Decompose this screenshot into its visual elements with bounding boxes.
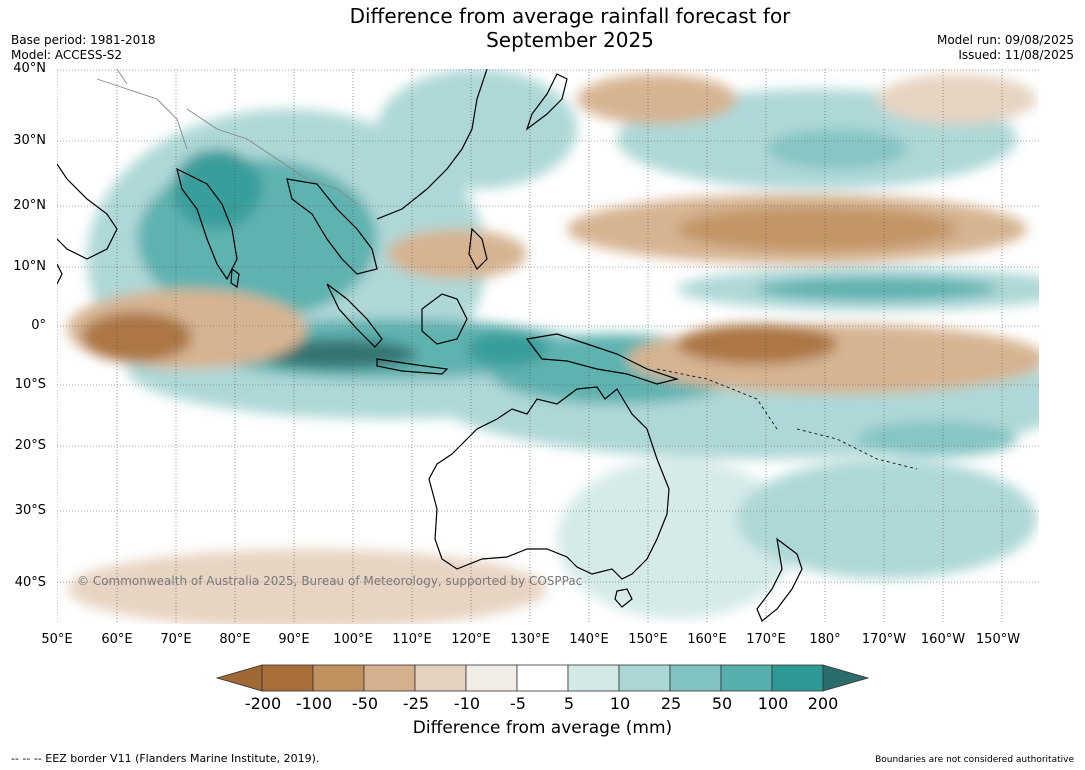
colorbar-title: Difference from average (mm)	[412, 718, 673, 738]
colorbar-segment	[669, 664, 722, 692]
colorbar-tick: -50	[351, 694, 379, 713]
new-guinea-coastline	[525, 333, 680, 385]
colorbar-segment	[618, 664, 671, 692]
japan-coastline	[525, 73, 568, 131]
philippines-coastline	[468, 227, 488, 270]
colorbar-tick: -5	[510, 694, 526, 713]
lon-label: 150°W	[975, 632, 1021, 647]
colorbar-arrow-high	[822, 664, 870, 692]
colorbar-tick: -200	[244, 694, 282, 713]
eez-legend: -- -- -- EEZ border V11 (Flanders Marine…	[11, 752, 320, 765]
colorbar-segment	[414, 664, 467, 692]
lat-label: 10°N	[13, 259, 46, 274]
lat-label: 30°S	[14, 503, 46, 518]
copyright-watermark: © Commonwealth of Australia 2025, Bureau…	[77, 574, 583, 588]
australia-coastline	[428, 386, 670, 580]
lat-label: 30°N	[13, 133, 46, 148]
lon-label: 120°E	[451, 632, 491, 647]
coastlines	[57, 69, 803, 622]
colorbar-tick: 50	[711, 694, 733, 713]
borneo-coastline	[421, 293, 468, 345]
colorbar-tick: -10	[453, 694, 481, 713]
colorbar-tick: 25	[660, 694, 682, 713]
lat-label: 0°	[31, 318, 46, 333]
india-coastline	[176, 167, 238, 281]
colorbar-tick: -100	[295, 694, 333, 713]
lon-label: 100°E	[333, 632, 373, 647]
lon-label: 70°E	[160, 632, 192, 647]
sumatra-coastline	[326, 283, 383, 348]
lat-label: 40°N	[13, 61, 46, 76]
colorbar-tick: 10	[609, 694, 631, 713]
colorbar-segment	[771, 664, 824, 692]
colorbar-segment	[516, 664, 569, 692]
lon-label: 150°E	[628, 632, 668, 647]
arabia-coastline	[57, 163, 118, 260]
colorbar	[215, 664, 870, 692]
lon-label: 180°	[809, 632, 841, 647]
colorbar-arrow-low	[215, 664, 263, 692]
lon-label: 160°E	[687, 632, 727, 647]
java-coastline	[376, 358, 449, 375]
lon-label: 90°E	[278, 632, 310, 647]
meta-right: Model run: 09/08/2025 Issued: 11/08/2025	[937, 33, 1074, 63]
meta-left: Base period: 1981-2018 Model: ACCESS-S2	[11, 33, 156, 63]
sri-lanka-coastline	[230, 267, 240, 289]
east-asia-coastline	[376, 69, 488, 220]
colorbar-segment	[261, 664, 314, 692]
new-zealand-coastline	[756, 537, 803, 622]
colorbar-segment	[465, 664, 518, 692]
anomaly-shading	[67, 69, 1039, 624]
lon-label: 80°E	[219, 632, 251, 647]
lat-label: 20°S	[14, 438, 46, 453]
model-label: Model: ACCESS-S2	[11, 48, 123, 62]
grid	[57, 69, 1039, 624]
colorbar-tick: 100	[757, 694, 789, 713]
lon-label: 110°E	[392, 632, 432, 647]
title-line-1: Difference from average rainfall forecas…	[349, 4, 791, 28]
colorbar-tick: -25	[402, 694, 430, 713]
colorbar-segment	[567, 664, 620, 692]
title-line-2: September 2025	[486, 28, 654, 52]
lon-label: 60°E	[101, 632, 133, 647]
boundaries-disclaimer: Boundaries are not considered authoritat…	[875, 755, 1074, 765]
issued-label: Issued: 11/08/2025	[958, 48, 1074, 62]
colorbar-segment	[720, 664, 773, 692]
lat-label: 10°S	[14, 377, 46, 392]
lon-label: 130°E	[510, 632, 550, 647]
africa-coastline	[57, 263, 63, 285]
lon-label: 160°W	[920, 632, 966, 647]
colorbar-segment	[312, 664, 365, 692]
eez-borders	[656, 368, 918, 470]
lat-label: 40°S	[14, 575, 46, 590]
borders	[96, 69, 358, 205]
lat-label: 20°N	[13, 198, 46, 213]
colorbar-segment	[363, 664, 416, 692]
colorbar-tick: 5	[563, 694, 575, 713]
colorbar-tick: 200	[807, 694, 839, 713]
lon-label: 140°E	[569, 632, 609, 647]
map-canvas	[57, 69, 1039, 624]
lon-label: 50°E	[41, 632, 73, 647]
se-asia-coastline	[286, 178, 378, 275]
lon-label: 170°W	[861, 632, 907, 647]
model-run-label: Model run: 09/08/2025	[936, 33, 1074, 47]
tasmania-coastline	[614, 588, 633, 608]
base-period-label: Base period: 1981-2018	[11, 33, 156, 47]
map-title: Difference from average rainfall forecas…	[300, 4, 840, 52]
lon-label: 170°E	[746, 632, 786, 647]
rainfall-map[interactable]: © Commonwealth of Australia 2025, Bureau…	[57, 69, 1039, 624]
